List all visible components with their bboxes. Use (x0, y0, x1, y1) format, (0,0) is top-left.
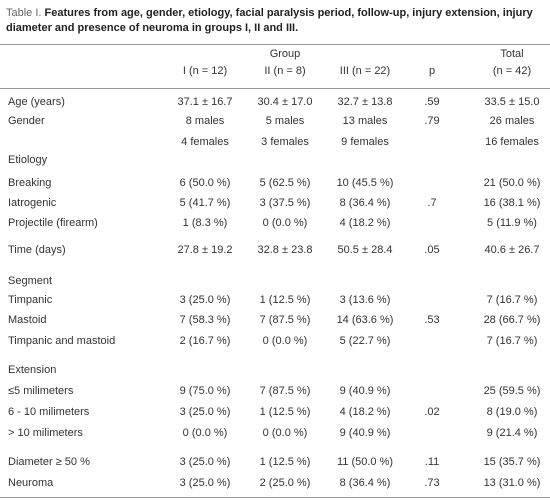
group-value: 5 (62.5 %) (259, 177, 311, 189)
total-value: 13 (31.0 %) (483, 477, 541, 489)
group-value: 8 (36.4 %) (339, 197, 391, 209)
row-label: Time (days) (8, 244, 66, 256)
group-value: 27.8 ± 19.2 (177, 244, 233, 256)
group-value: 3 (25.0 %) (179, 477, 231, 489)
p-value: .02 (424, 406, 440, 418)
row-label: 6 - 10 milimeters (8, 406, 90, 418)
total-value: 16 females (485, 136, 539, 148)
section-label: Extension (8, 364, 57, 376)
total-value: 21 (50.0 %) (483, 177, 541, 189)
caption-text: Features from age, gender, etiology, fac… (6, 7, 533, 34)
caption: Table I. Features from age, gender, etio… (6, 6, 544, 36)
group-header: Group (269, 48, 301, 60)
group-value: 32.7 ± 13.8 (337, 96, 393, 108)
p-value: .79 (424, 115, 440, 127)
group-value: 7 (87.5 %) (259, 385, 311, 397)
p-value: .53 (424, 314, 440, 326)
row-label: Neuroma (8, 477, 54, 489)
group-value: 3 (25.0 %) (179, 406, 231, 418)
row-label: Gender (8, 115, 45, 127)
group-value: 4 females (181, 136, 229, 148)
group-value: 1 (8.3 %) (182, 217, 228, 229)
group-value: 9 females (341, 136, 389, 148)
group-value: 10 (45.5 %) (336, 177, 394, 189)
group-value: 7 (87.5 %) (259, 314, 311, 326)
group-value: 7 (58.3 %) (179, 314, 231, 326)
row-label: Projectile (firearm) (8, 217, 98, 229)
row-label: Diameter ≥ 50 % (8, 456, 90, 468)
p-value: .7 (427, 197, 437, 209)
total-value: 9 (21.4 %) (486, 427, 538, 439)
top-rule (0, 44, 550, 45)
p-value: .05 (424, 244, 440, 256)
row-label: Breaking (8, 177, 52, 189)
group-value: 9 (40.9 %) (339, 385, 391, 397)
total-value: 25 (59.5 %) (483, 385, 541, 397)
group-value: 4 (18.2 %) (339, 217, 391, 229)
group-value: 14 (63.6 %) (336, 314, 394, 326)
section-label: Etiology (8, 154, 48, 166)
group-value: 2 (25.0 %) (259, 477, 311, 489)
row-label: Iatrogenic (8, 197, 57, 209)
total-value: 7 (16.7 %) (486, 294, 538, 306)
group-value: 5 males (265, 115, 305, 127)
p-value: .59 (424, 96, 440, 108)
group-value: 0 (0.0 %) (262, 335, 308, 347)
column-header: p (428, 65, 436, 77)
group-value: 0 (0.0 %) (262, 427, 308, 439)
group-value: 9 (40.9 %) (339, 427, 391, 439)
p-value: .11 (424, 456, 440, 468)
group-value: 11 (50.0 %) (336, 456, 394, 468)
total-value: 8 (19.0 %) (486, 406, 538, 418)
group-value: 8 males (185, 115, 225, 127)
group-value: 6 (50.0 %) (179, 177, 231, 189)
total-value: 28 (66.7 %) (483, 314, 541, 326)
group-value: 3 (13.6 %) (339, 294, 391, 306)
bottom-rule (0, 497, 550, 498)
row-label: Timpanic (8, 294, 53, 306)
total-value: 16 (38.1 %) (483, 197, 541, 209)
group-value: 3 females (261, 136, 309, 148)
group-value: 3 (37.5 %) (259, 197, 311, 209)
group-value: 1 (12.5 %) (259, 456, 311, 468)
row-label: Timpanic and mastoid (8, 335, 116, 347)
group-value: 5 (22.7 %) (339, 335, 391, 347)
group-value: 3 (25.0 %) (179, 294, 231, 306)
p-value: .73 (424, 477, 440, 489)
group-value: 3 (25.0 %) (179, 456, 231, 468)
group-value: 9 (75.0 %) (179, 385, 231, 397)
column-header: Total (500, 48, 524, 60)
group-value: 0 (0.0 %) (262, 217, 308, 229)
group-value: 1 (12.5 %) (259, 294, 311, 306)
header-rule (0, 88, 550, 89)
total-value: 5 (11.9 %) (487, 217, 537, 229)
column-header: I (n = 12) (182, 65, 228, 77)
group-value: 2 (16.7 %) (179, 335, 231, 347)
row-label: Age (years) (8, 96, 65, 108)
group-value: 1 (12.5 %) (259, 406, 311, 418)
row-label: ≤5 milimeters (8, 385, 74, 397)
group-value: 30.4 ± 17.0 (257, 96, 313, 108)
group-value: 13 males (342, 115, 388, 127)
total-value: 7 (16.7 %) (486, 335, 538, 347)
row-label: > 10 milimeters (8, 427, 83, 439)
group-value: 8 (36.4 %) (339, 477, 391, 489)
group-value: 32.8 ± 23.8 (257, 244, 313, 256)
group-value: 0 (0.0 %) (182, 427, 228, 439)
column-header: (n = 42) (492, 65, 532, 77)
total-value: 26 males (489, 115, 535, 127)
total-value: 15 (35.7 %) (483, 456, 541, 468)
row-label: Mastoid (8, 314, 47, 326)
group-value: 50.5 ± 28.4 (337, 244, 393, 256)
total-value: 40.6 ± 26.7 (484, 244, 540, 256)
column-header: III (n = 22) (339, 65, 391, 77)
group-value: 4 (18.2 %) (339, 406, 391, 418)
total-value: 33.5 ± 15.0 (484, 96, 540, 108)
column-header: II (n = 8) (264, 65, 306, 77)
caption-number: Table I. (6, 7, 42, 19)
section-label: Segment (8, 275, 53, 287)
group-value: 37.1 ± 16.7 (177, 96, 233, 108)
group-value: 5 (41.7 %) (179, 197, 231, 209)
